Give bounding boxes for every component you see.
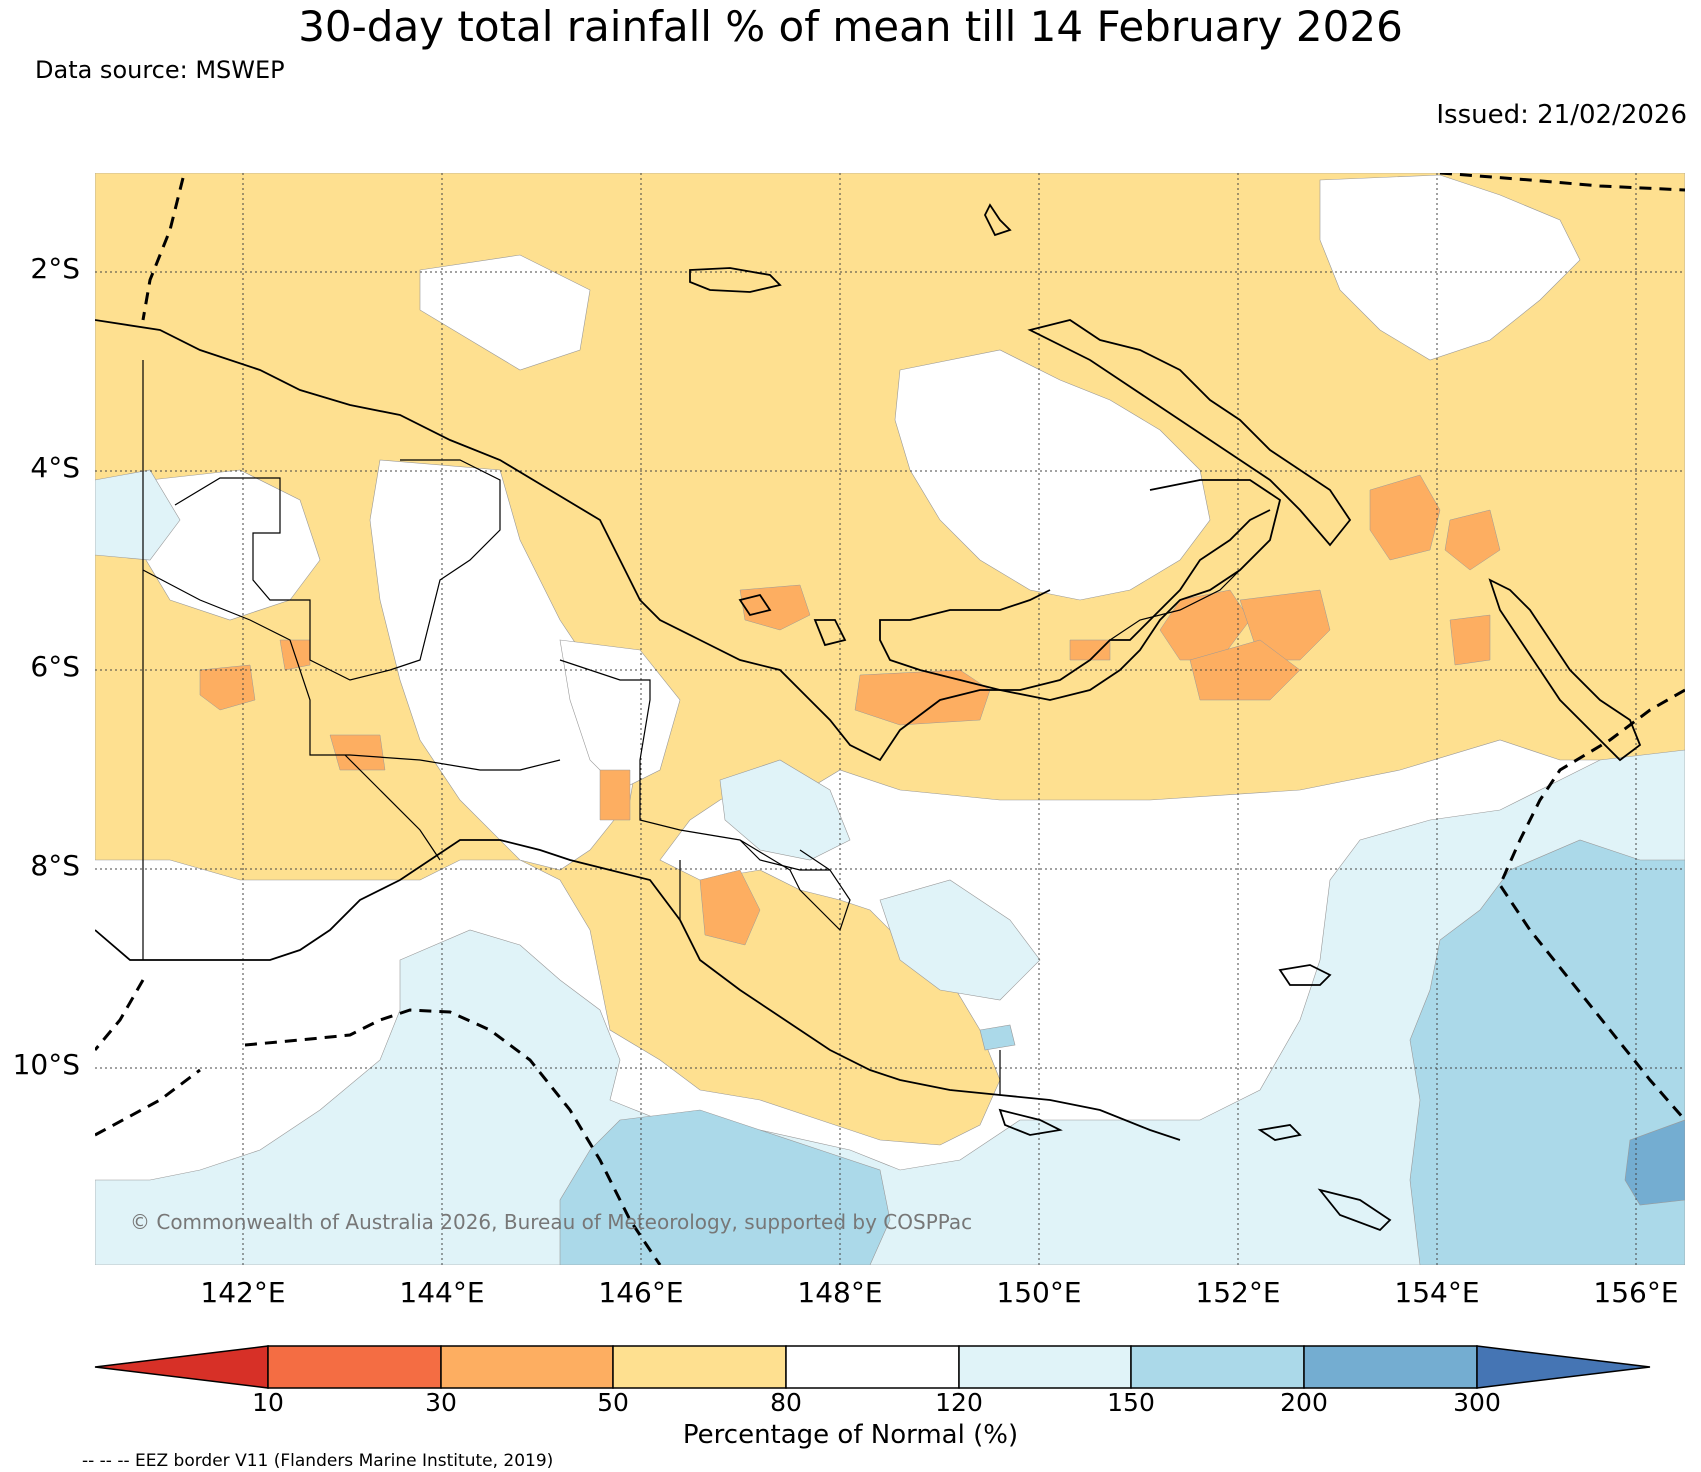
wetter-region-milne-patch — [979, 1024, 1016, 1051]
lon-label-142e: 142°E — [200, 1276, 286, 1309]
lat-label-10s: 10°S — [12, 1048, 80, 1081]
normal-patch-north-sea — [894, 349, 1211, 601]
colorbar-bin-150-200 — [1130, 1345, 1305, 1389]
lat-label-4s: 4°S — [30, 451, 80, 484]
colorbar-tick-150: 150 — [1107, 1388, 1155, 1417]
coastlines — [95, 203, 1642, 1232]
wettest-region-east — [1624, 1119, 1685, 1206]
lat-label-2s: 2°S — [30, 252, 80, 285]
lat-label-6s: 6°S — [30, 650, 80, 683]
borders — [142, 360, 1251, 1095]
lon-label-146e: 146°E — [598, 1276, 684, 1309]
very-dry-patches — [199, 474, 1501, 946]
lon-label-144e: 144°E — [399, 1276, 485, 1309]
colorbar-tick-80: 80 — [770, 1388, 802, 1417]
wet-region-milne-bay — [879, 879, 1041, 1001]
eez-borders — [95, 173, 1685, 1265]
lon-label-156e: 156°E — [1593, 1276, 1679, 1309]
colorbar-extend-high — [1476, 1345, 1651, 1389]
colorbar-tick-120: 120 — [935, 1388, 983, 1417]
colorbar-tick-200: 200 — [1280, 1388, 1328, 1417]
colorbar-bin-50-80 — [612, 1345, 787, 1389]
colorbar-tick-30: 30 — [425, 1388, 457, 1417]
colorbar-bin-80-120 — [785, 1345, 960, 1389]
colorbar — [94, 1345, 1651, 1389]
wet-region-south — [95, 749, 1685, 1265]
colorbar-tick-10: 10 — [252, 1388, 284, 1417]
wetter-region-south — [559, 1109, 891, 1265]
normal-patch-new-ireland — [1319, 174, 1581, 361]
colorbar-bin-30-50 — [440, 1345, 614, 1389]
colorbar-bin-200-300 — [1303, 1345, 1478, 1389]
colorbar-bin-10-30 — [267, 1345, 442, 1389]
wet-region-papuan-gulf — [719, 759, 851, 861]
graticule — [95, 173, 1685, 1265]
lon-label-152e: 152°E — [1195, 1276, 1281, 1309]
normal-patch-northwest — [419, 254, 591, 371]
map-title: 30-day total rainfall % of mean till 14 … — [298, 2, 1403, 51]
normal-patch-highlands — [369, 459, 641, 871]
copyright-credit: © Commonwealth of Australia 2026, Bureau… — [130, 1210, 973, 1234]
lon-label-154e: 154°E — [1394, 1276, 1480, 1309]
colorbar-tick-300: 300 — [1453, 1388, 1501, 1417]
colorbar-bin-120-150 — [958, 1345, 1132, 1389]
wetter-region-southeast — [1409, 839, 1685, 1265]
wet-region-west — [95, 469, 181, 561]
data-source: Data source: MSWEP — [35, 56, 285, 84]
colorbar-tick-50: 50 — [597, 1388, 629, 1417]
eez-legend-note: -- -- -- EEZ border V11 (Flanders Marine… — [82, 1451, 554, 1471]
lon-label-148e: 148°E — [797, 1276, 883, 1309]
colorbar-title: Percentage of Normal (%) — [682, 1420, 1019, 1450]
issued-date: Issued: 21/02/2026 — [1436, 100, 1687, 130]
lat-label-8s: 8°S — [30, 849, 80, 882]
colorbar-extend-low — [94, 1345, 269, 1389]
lon-label-150e: 150°E — [996, 1276, 1082, 1309]
rainfall-field — [95, 173, 1685, 1265]
